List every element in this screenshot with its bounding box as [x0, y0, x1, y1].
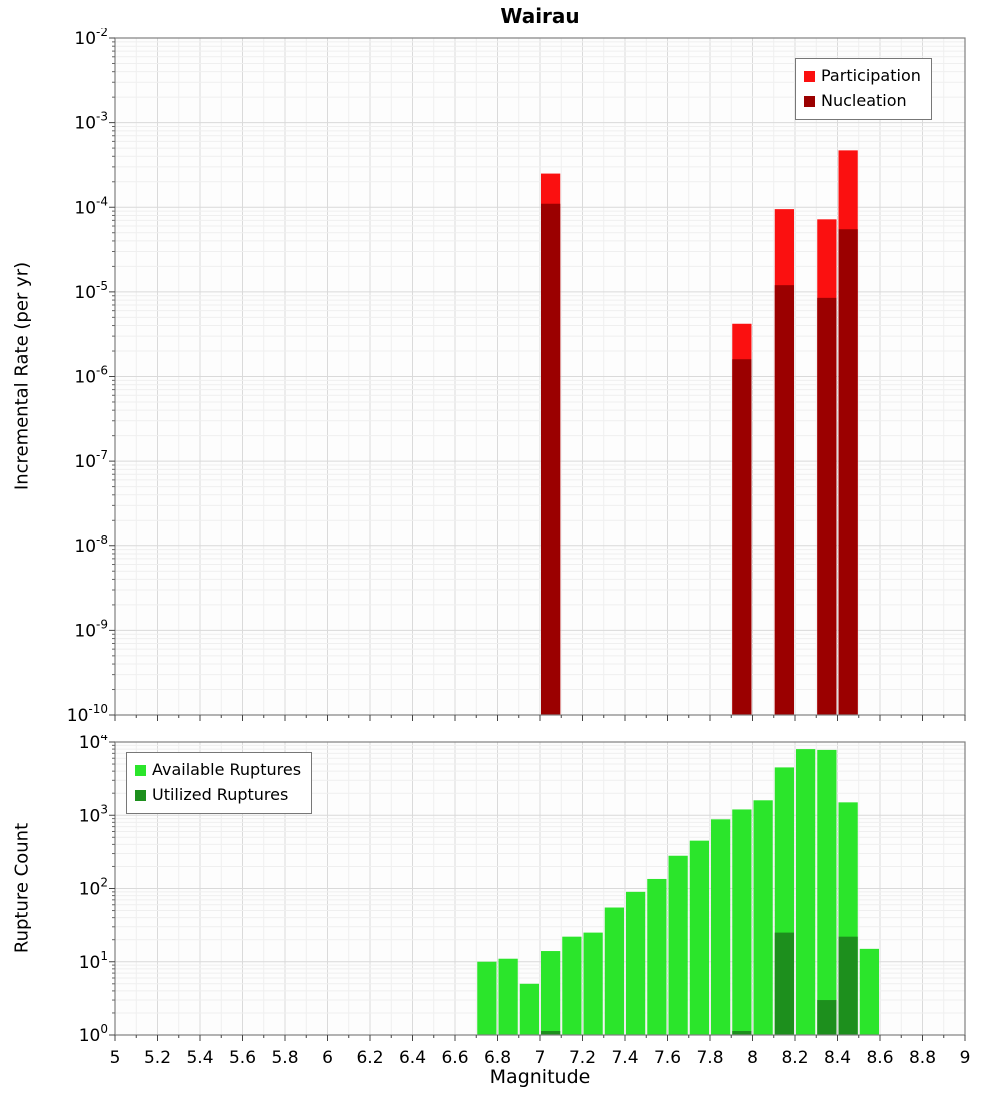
legend-item-nucleation: Nucleation — [804, 89, 921, 114]
svg-text:8: 8 — [747, 1048, 758, 1068]
svg-text:10-2: 10-2 — [74, 28, 108, 49]
chart-title: Wairau — [500, 4, 580, 28]
svg-text:10-5: 10-5 — [74, 279, 108, 303]
svg-text:7.2: 7.2 — [569, 1048, 596, 1068]
svg-text:10-6: 10-6 — [74, 364, 108, 388]
utilized-ruptures-label: Utilized Ruptures — [152, 784, 289, 804]
svg-text:8.4: 8.4 — [824, 1048, 851, 1068]
nucleation-swatch — [804, 95, 815, 107]
utilized-ruptures-swatch — [135, 789, 146, 801]
svg-text:10-3: 10-3 — [74, 110, 108, 134]
legend-item-utilized-ruptures: Utilized Ruptures — [135, 783, 301, 808]
svg-text:7: 7 — [535, 1048, 546, 1068]
incremental-rate-plot: 10-2 10-3 10-4 10-5 10-6 10-7 10-8 10-9 10-10 — [67, 28, 966, 726]
svg-text:7.6: 7.6 — [654, 1048, 681, 1068]
svg-text:100: 100 — [79, 1022, 108, 1046]
svg-text:9: 9 — [960, 1048, 971, 1068]
svg-text:5.6: 5.6 — [229, 1048, 256, 1068]
rupture-legend: Available Ruptures Utilized Ruptures — [126, 752, 313, 814]
svg-text:5: 5 — [110, 1048, 121, 1068]
svg-text:103: 103 — [79, 802, 108, 826]
svg-text:10-10: 10-10 — [67, 702, 108, 726]
svg-text:6: 6 — [322, 1048, 333, 1068]
nucleation-label: Nucleation — [821, 90, 907, 110]
svg-text:8.2: 8.2 — [781, 1048, 808, 1068]
svg-text:104: 104 — [79, 735, 108, 753]
x-axis-label: Magnitude — [489, 1066, 591, 1088]
svg-text:6.8: 6.8 — [484, 1048, 511, 1068]
svg-text:5.2: 5.2 — [144, 1048, 171, 1068]
svg-text:6.4: 6.4 — [399, 1048, 426, 1068]
available-ruptures-swatch — [135, 764, 146, 776]
rate-legend: Participation Nucleation — [795, 58, 932, 120]
legend-item-participation: Participation — [804, 64, 921, 89]
svg-text:10-7: 10-7 — [74, 448, 108, 472]
svg-text:10-4: 10-4 — [74, 194, 108, 218]
svg-text:102: 102 — [79, 876, 108, 900]
rupture-count-plot: 5 5.2 5.4 5.6 5.8 6 6.2 6.4 6.6 6.8 7 7.2 7.4 7.6 7.8 8… — [79, 735, 971, 1068]
svg-text:5.8: 5.8 — [271, 1048, 298, 1068]
svg-text:10-9: 10-9 — [74, 617, 108, 641]
svg-text:6.6: 6.6 — [441, 1048, 468, 1068]
svg-text:5.4: 5.4 — [186, 1048, 213, 1068]
svg-text:8.8: 8.8 — [909, 1048, 936, 1068]
svg-text:6.2: 6.2 — [356, 1048, 383, 1068]
svg-text:7.4: 7.4 — [611, 1048, 638, 1068]
svg-text:101: 101 — [79, 949, 108, 973]
available-ruptures-label: Available Ruptures — [152, 760, 302, 779]
participation-label: Participation — [821, 66, 921, 85]
svg-text:10-8: 10-8 — [74, 533, 108, 557]
participation-swatch — [804, 70, 815, 82]
legend-item-available-ruptures: Available Ruptures — [135, 758, 301, 783]
svg-text:7.8: 7.8 — [696, 1048, 723, 1068]
svg-text:8.6: 8.6 — [866, 1048, 893, 1068]
